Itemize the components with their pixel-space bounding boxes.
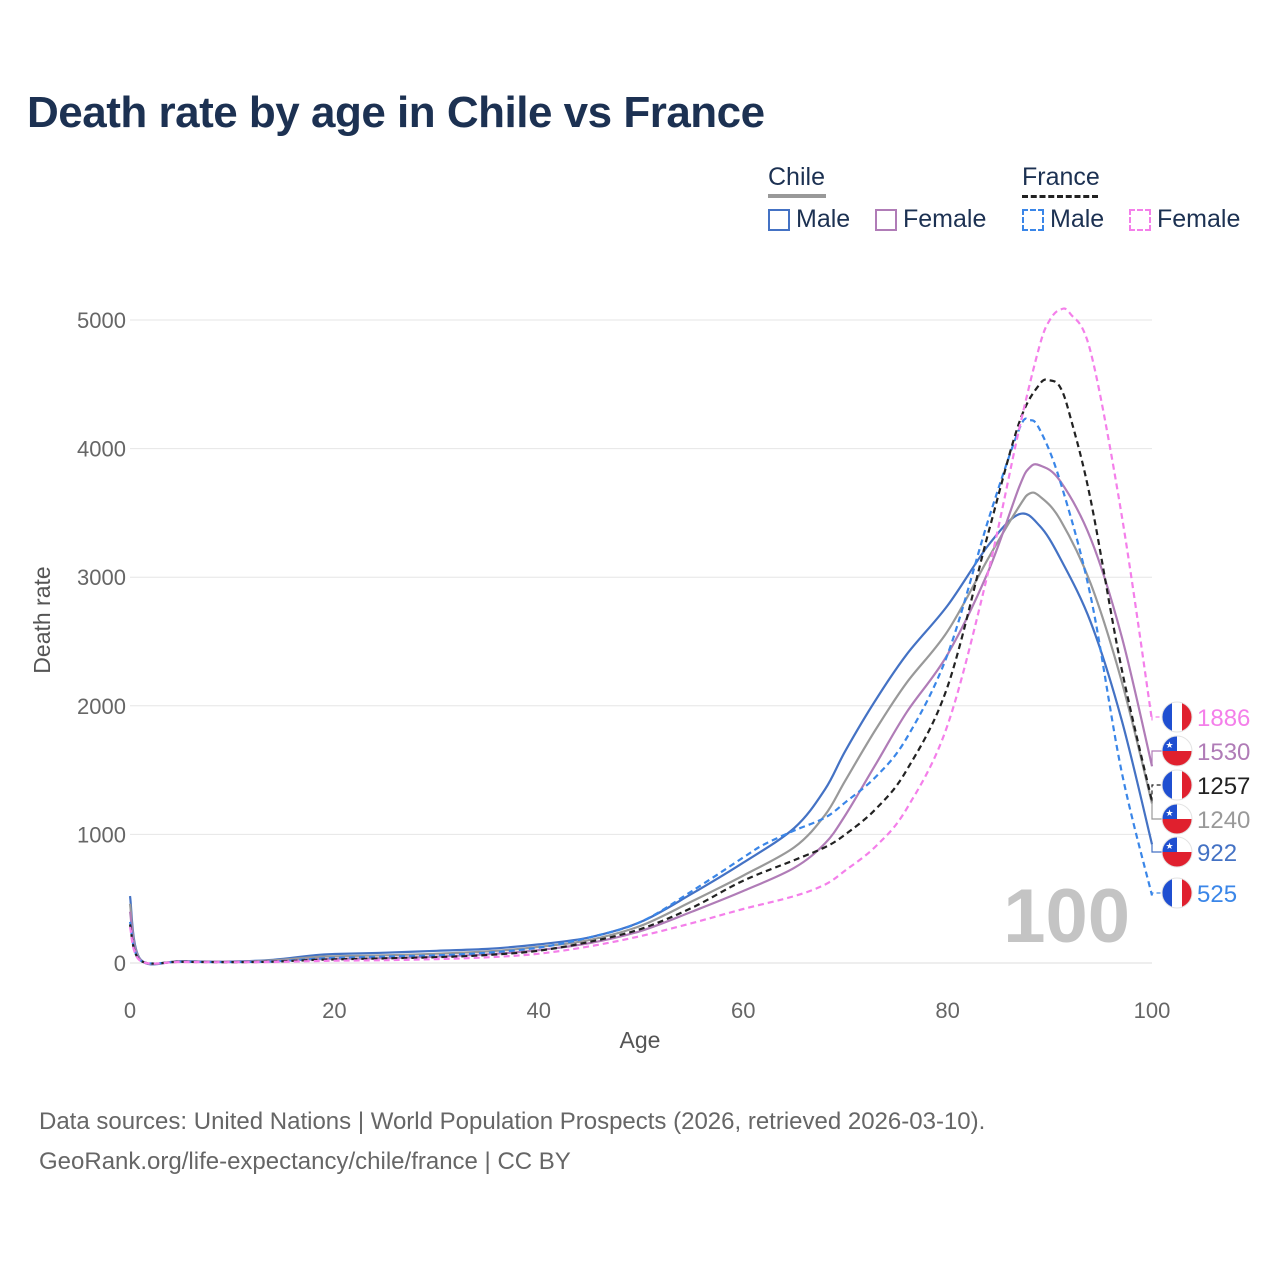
grid [130,319,1152,964]
legend-swatch [768,208,790,231]
y-tick-label: 2000 [77,694,126,719]
year-watermark: 100 [1003,874,1130,959]
x-axis-label: Age [620,1027,661,1053]
series-line-france-female[interactable] [128,307,1154,965]
y-tick-label: 4000 [77,437,126,462]
legend-item-france-female[interactable]: Female [1129,205,1240,234]
end-value-label: 922 [1197,840,1237,867]
chile-flag-icon: ★ [1162,804,1192,834]
chile-flag-icon: ★ [1162,736,1192,766]
series-line-france-both[interactable] [128,378,1154,965]
legend-item-label: Female [903,205,987,233]
y-tick-label: 1000 [77,822,126,847]
chile-flag-icon: ★ [1162,837,1192,867]
end-label-connector [1151,892,1162,896]
x-tick-label: 20 [322,998,346,1023]
svg-text:★: ★ [1165,841,1173,851]
x-tick-label: 0 [124,998,136,1023]
end-value-label: 525 [1197,881,1237,908]
x-tick-label: 60 [731,998,755,1023]
y-axis-ticks: 0 1000 2000 3000 4000 5000 [77,308,126,976]
france-flag-icon [1162,878,1192,908]
france-flag-icon [1162,770,1192,800]
legend-group-chile: Chile [768,163,826,198]
legend-item-chile-male[interactable]: Male [768,205,850,234]
legend-swatch [1129,208,1151,231]
x-axis-ticks: 0 20 40 60 80 100 [124,998,1170,1023]
end-label-connector [1151,844,1162,853]
legend-item-label: Male [1050,205,1105,233]
end-labels: 1886 ★ 1530 1257 ★ 1240 ★ 922 525 [1151,701,1250,909]
legend-group-chile-line [768,194,826,198]
x-tick-label: 40 [527,998,551,1023]
x-tick-label: 80 [935,998,959,1023]
legend-swatch [1022,208,1044,231]
y-axis-label: Death rate [29,566,55,673]
end-value-label: 1886 [1197,705,1250,732]
end-label-connector [1151,784,1162,802]
legend-group-label: Chile [768,163,825,191]
legend-item-label: Female [1157,205,1241,233]
svg-text:★: ★ [1165,740,1173,750]
legend-item-chile-female[interactable]: Female [875,205,986,234]
y-tick-label: 3000 [77,565,126,590]
legend-swatch [875,208,897,231]
end-label-connector [1151,716,1162,721]
end-value-label: 1257 [1197,773,1250,800]
source-line: Data sources: United Nations | World Pop… [39,1108,986,1135]
series-line-france-male[interactable] [128,417,1154,965]
france-flag-icon [1162,702,1192,732]
series-line-chile-both[interactable] [128,491,1154,966]
legend-item-label: Male [796,205,851,233]
series-line-chile-male[interactable] [128,512,1154,966]
y-tick-label: 5000 [77,308,126,333]
end-value-label: 1240 [1197,807,1250,834]
legend-group-france-line [1022,195,1098,198]
end-label-connector [1151,750,1162,767]
y-tick-label: 0 [114,951,126,976]
series-lines [128,307,1154,966]
page-title: Death rate by age in Chile vs France [27,88,765,137]
line-chart: 0 1000 2000 3000 4000 5000 0 20 40 60 80 100 100 1… [29,307,1250,1053]
end-value-label: 1530 [1197,739,1250,766]
legend-item-france-male[interactable]: Male [1022,205,1104,234]
end-label-connector [1151,803,1162,820]
svg-text:★: ★ [1165,808,1173,818]
x-tick-label: 100 [1134,998,1171,1023]
source-url[interactable]: GeoRank.org/life-expectancy/chile/france… [39,1148,571,1175]
legend-group-label: France [1022,163,1100,191]
legend-group-france: France [1022,163,1100,198]
